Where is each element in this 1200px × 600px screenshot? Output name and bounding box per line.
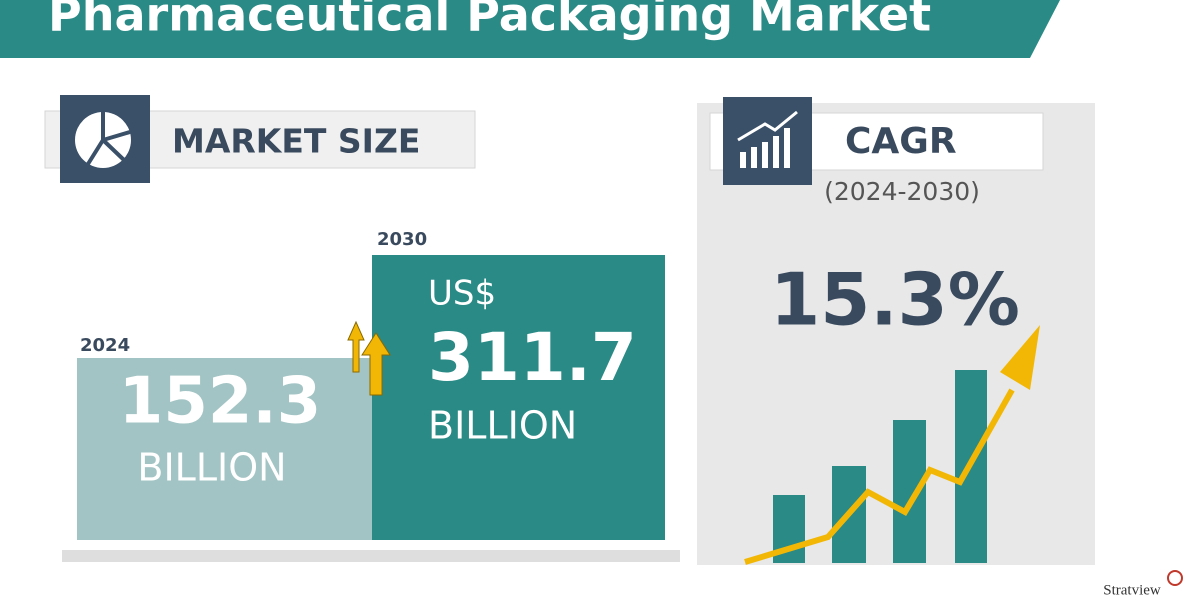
cagr-value: 15.3% xyxy=(770,258,1020,342)
trend-arrow xyxy=(744,325,1040,565)
start-box xyxy=(77,358,372,540)
cagr-label: CAGR xyxy=(845,121,957,162)
brand: Stratview xyxy=(1103,582,1161,598)
cagr-icon-box xyxy=(723,97,812,185)
start-unit: BILLION xyxy=(137,446,286,490)
start-value: 152.3 xyxy=(119,365,321,439)
decor-bars xyxy=(773,370,987,563)
title-banner xyxy=(0,0,1060,58)
brand-icon xyxy=(1167,570,1183,586)
chart-icon xyxy=(737,110,798,168)
growth-arrows xyxy=(347,320,391,396)
end-currency: US$ xyxy=(428,274,496,314)
end-value: 311.7 xyxy=(428,319,637,396)
end-box xyxy=(372,255,665,540)
cagr-period: (2024-2030) xyxy=(824,177,980,206)
title: Pharmaceutical Packaging Market xyxy=(48,0,931,42)
end-unit: BILLION xyxy=(428,404,577,448)
pie-icon xyxy=(75,112,131,168)
end-year: 2030 xyxy=(377,229,427,250)
start-year: 2024 xyxy=(80,335,130,356)
base-bar xyxy=(62,550,680,562)
market-size-label: MARKET SIZE xyxy=(172,122,420,161)
